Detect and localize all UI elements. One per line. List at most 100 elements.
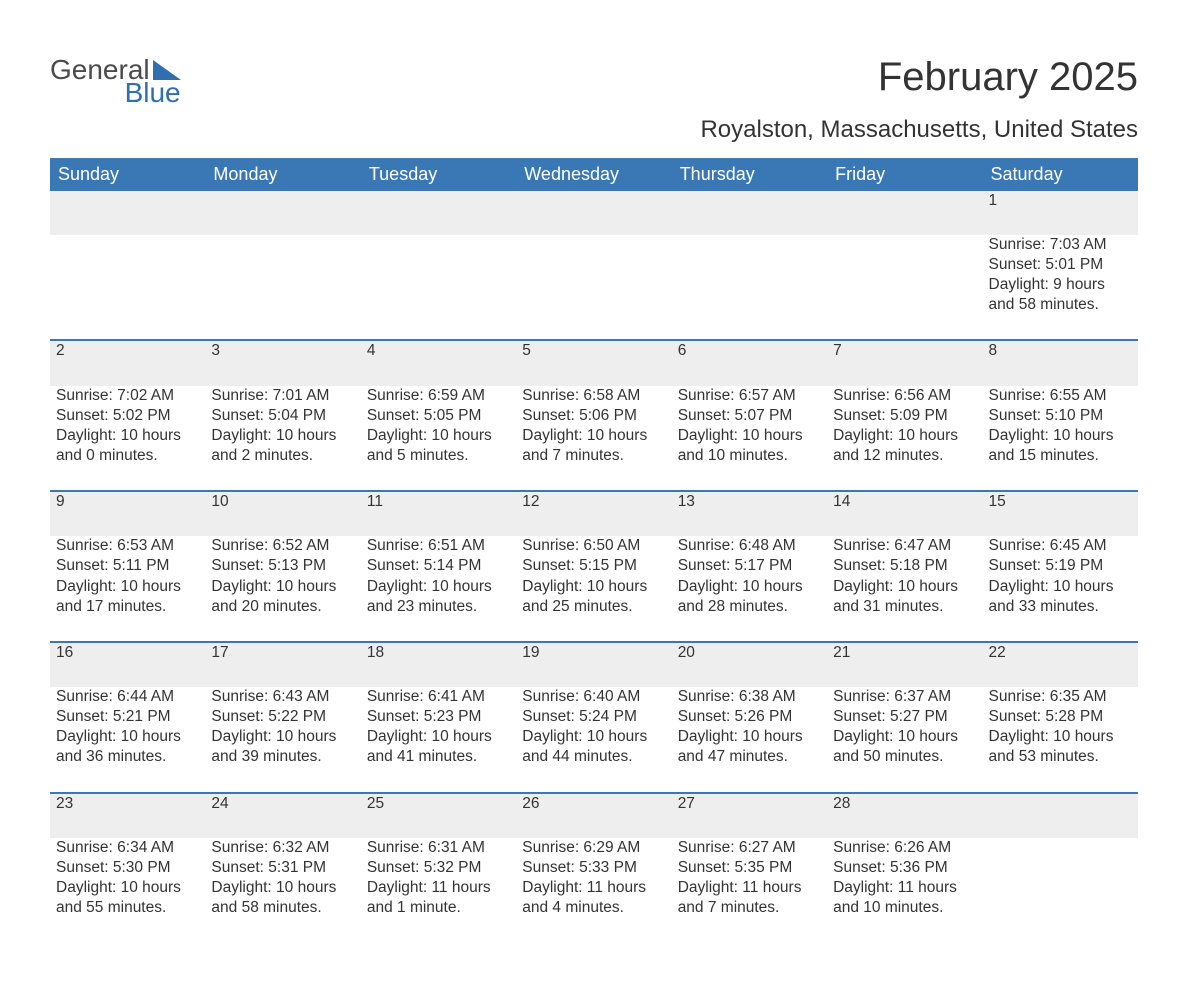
- day-number-cell: 24: [205, 793, 360, 838]
- day-info-cell: Sunrise: 6:37 AMSunset: 5:27 PMDaylight:…: [827, 687, 982, 793]
- sunrise-text: Sunrise: 6:34 AM: [56, 838, 199, 858]
- sunset-text: Sunset: 5:02 PM: [56, 406, 199, 426]
- sunset-text: Sunset: 5:15 PM: [522, 556, 665, 576]
- daylight-text: Daylight: 10 hours and 41 minutes.: [367, 727, 510, 767]
- day-info-cell: Sunrise: 6:57 AMSunset: 5:07 PMDaylight:…: [672, 386, 827, 492]
- weekday-header: Tuesday: [361, 158, 516, 191]
- day-number-cell: 1: [983, 191, 1138, 235]
- sunrise-text: Sunrise: 6:55 AM: [989, 386, 1132, 406]
- sunrise-text: Sunrise: 6:43 AM: [211, 687, 354, 707]
- day-number-row: 232425262728: [50, 793, 1138, 838]
- sunrise-text: Sunrise: 6:51 AM: [367, 536, 510, 556]
- day-info-cell: Sunrise: 6:40 AMSunset: 5:24 PMDaylight:…: [516, 687, 671, 793]
- sunset-text: Sunset: 5:17 PM: [678, 556, 821, 576]
- day-info-cell: Sunrise: 6:26 AMSunset: 5:36 PMDaylight:…: [827, 838, 982, 943]
- sunrise-text: Sunrise: 6:50 AM: [522, 536, 665, 556]
- day-number-cell: 13: [672, 491, 827, 536]
- day-number-cell: 9: [50, 491, 205, 536]
- day-number-cell: 12: [516, 491, 671, 536]
- day-number-cell: 11: [361, 491, 516, 536]
- daylight-text: Daylight: 10 hours and 12 minutes.: [833, 426, 976, 466]
- sunset-text: Sunset: 5:13 PM: [211, 556, 354, 576]
- sunset-text: Sunset: 5:32 PM: [367, 858, 510, 878]
- header: General Blue February 2025: [50, 55, 1138, 108]
- daylight-text: Daylight: 10 hours and 33 minutes.: [989, 577, 1132, 617]
- day-info-cell: Sunrise: 6:43 AMSunset: 5:22 PMDaylight:…: [205, 687, 360, 793]
- sunrise-text: Sunrise: 6:35 AM: [989, 687, 1132, 707]
- sunset-text: Sunset: 5:05 PM: [367, 406, 510, 426]
- sunset-text: Sunset: 5:23 PM: [367, 707, 510, 727]
- daylight-text: Daylight: 11 hours and 10 minutes.: [833, 878, 976, 918]
- day-info-cell: Sunrise: 7:01 AMSunset: 5:04 PMDaylight:…: [205, 386, 360, 492]
- day-number-cell: 17: [205, 642, 360, 687]
- daylight-text: Daylight: 10 hours and 53 minutes.: [989, 727, 1132, 767]
- sunset-text: Sunset: 5:35 PM: [678, 858, 821, 878]
- daylight-text: Daylight: 10 hours and 20 minutes.: [211, 577, 354, 617]
- calendar-table: Sunday Monday Tuesday Wednesday Thursday…: [50, 158, 1138, 943]
- weekday-header: Monday: [205, 158, 360, 191]
- day-number-cell: 26: [516, 793, 671, 838]
- day-info-cell: Sunrise: 6:50 AMSunset: 5:15 PMDaylight:…: [516, 536, 671, 642]
- sunset-text: Sunset: 5:07 PM: [678, 406, 821, 426]
- daylight-text: Daylight: 10 hours and 7 minutes.: [522, 426, 665, 466]
- weekday-header: Friday: [827, 158, 982, 191]
- sunrise-text: Sunrise: 6:29 AM: [522, 838, 665, 858]
- sunset-text: Sunset: 5:10 PM: [989, 406, 1132, 426]
- day-number-cell: 4: [361, 340, 516, 385]
- sunrise-text: Sunrise: 6:44 AM: [56, 687, 199, 707]
- daylight-text: Daylight: 10 hours and 23 minutes.: [367, 577, 510, 617]
- day-number-cell: [827, 191, 982, 235]
- day-info-cell: [361, 235, 516, 341]
- location-subtitle: Royalston, Massachusetts, United States: [50, 116, 1138, 144]
- day-info-cell: Sunrise: 6:32 AMSunset: 5:31 PMDaylight:…: [205, 838, 360, 943]
- day-number-cell: 14: [827, 491, 982, 536]
- sunset-text: Sunset: 5:18 PM: [833, 556, 976, 576]
- sunrise-text: Sunrise: 7:03 AM: [989, 235, 1132, 255]
- day-number-row: 9101112131415: [50, 491, 1138, 536]
- sunset-text: Sunset: 5:09 PM: [833, 406, 976, 426]
- day-number-cell: 15: [983, 491, 1138, 536]
- sunrise-text: Sunrise: 6:56 AM: [833, 386, 976, 406]
- daylight-text: Daylight: 10 hours and 31 minutes.: [833, 577, 976, 617]
- sunrise-text: Sunrise: 6:32 AM: [211, 838, 354, 858]
- day-info-cell: [672, 235, 827, 341]
- daylight-text: Daylight: 10 hours and 50 minutes.: [833, 727, 976, 767]
- sunset-text: Sunset: 5:27 PM: [833, 707, 976, 727]
- day-info-row: Sunrise: 7:02 AMSunset: 5:02 PM Daylight:…: [50, 386, 1138, 492]
- day-info-cell: [983, 838, 1138, 943]
- day-info-cell: [205, 235, 360, 341]
- sunrise-text: Sunrise: 6:45 AM: [989, 536, 1132, 556]
- weekday-header: Sunday: [50, 158, 205, 191]
- sunset-text: Sunset: 5:14 PM: [367, 556, 510, 576]
- day-number-cell: 7: [827, 340, 982, 385]
- day-number-cell: [672, 191, 827, 235]
- sunset-text: Sunset: 5:11 PM: [56, 556, 199, 576]
- sunrise-text: Sunrise: 7:01 AM: [211, 386, 354, 406]
- sunrise-text: Sunrise: 6:53 AM: [56, 536, 199, 556]
- page-title: February 2025: [878, 55, 1138, 100]
- sunrise-text: Sunrise: 6:27 AM: [678, 838, 821, 858]
- day-info-cell: Sunrise: 6:35 AMSunset: 5:28 PMDaylight:…: [983, 687, 1138, 793]
- day-info-cell: Sunrise: 6:44 AMSunset: 5:21 PMDaylight:…: [50, 687, 205, 793]
- day-number-row: 1: [50, 191, 1138, 235]
- sunset-text: Sunset: 5:26 PM: [678, 707, 821, 727]
- day-info-cell: Sunrise: 6:56 AMSunset: 5:09 PMDaylight:…: [827, 386, 982, 492]
- weekday-header-row: Sunday Monday Tuesday Wednesday Thursday…: [50, 158, 1138, 191]
- day-info-row: Sunrise: 6:44 AMSunset: 5:21 PMDaylight:…: [50, 687, 1138, 793]
- day-info-cell: Sunrise: 6:48 AMSunset: 5:17 PMDaylight:…: [672, 536, 827, 642]
- day-info-cell: Sunrise: 6:51 AMSunset: 5:14 PMDaylight:…: [361, 536, 516, 642]
- sunrise-text: Sunrise: 7:02 AM: [56, 386, 199, 406]
- sunset-text: Sunset: 5:22 PM: [211, 707, 354, 727]
- day-info-cell: Sunrise: 6:59 AMSunset: 5:05 PMDaylight:…: [361, 386, 516, 492]
- day-number-cell: [205, 191, 360, 235]
- day-number-row: 16171819202122: [50, 642, 1138, 687]
- day-number-cell: 23: [50, 793, 205, 838]
- day-info-cell: Sunrise: 7:03 AMSunset: 5:01 PMDaylight:…: [983, 235, 1138, 341]
- daylight-text: Daylight: 10 hours and 44 minutes.: [522, 727, 665, 767]
- sunrise-text: Sunrise: 6:47 AM: [833, 536, 976, 556]
- daylight-text: Daylight: 11 hours and 1 minute.: [367, 878, 510, 918]
- sunrise-text: Sunrise: 6:37 AM: [833, 687, 976, 707]
- sunrise-text: Sunrise: 6:52 AM: [211, 536, 354, 556]
- sunrise-text: Sunrise: 6:58 AM: [522, 386, 665, 406]
- weekday-header: Wednesday: [516, 158, 671, 191]
